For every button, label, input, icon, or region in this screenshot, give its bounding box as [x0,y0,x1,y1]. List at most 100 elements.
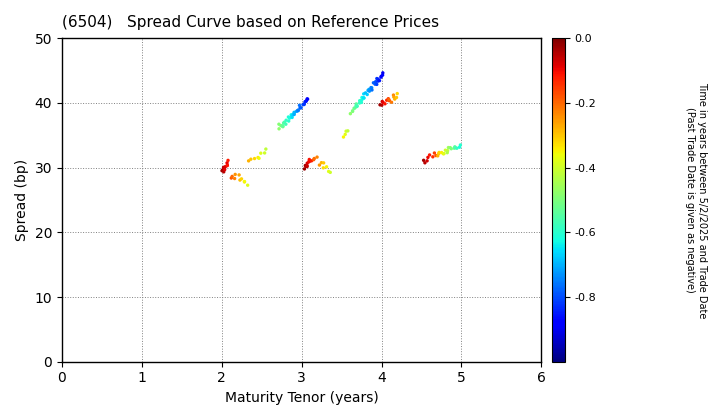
Point [376,73,387,80]
Point [347,108,359,115]
Point [243,158,254,164]
Point [278,120,289,126]
Point [389,96,400,102]
Point [219,166,230,173]
Point [302,160,313,166]
Point [361,91,373,98]
Point [273,121,284,128]
Point [433,150,444,157]
Point [424,152,436,158]
Point [377,72,388,79]
Point [430,152,441,159]
Point [383,96,395,103]
Point [284,115,295,121]
Point [233,171,245,178]
Point [287,114,298,121]
Point [449,144,461,150]
Point [449,144,461,151]
Point [377,69,389,76]
Point [438,150,450,157]
Point [292,107,304,114]
Point [216,167,228,174]
Point [369,81,381,87]
Point [382,95,394,102]
Point [300,97,312,104]
Point [225,175,237,181]
Point [289,111,300,118]
Point [252,154,264,161]
Point [218,168,230,175]
Point [292,108,303,114]
Point [371,75,382,82]
Point [419,160,431,166]
Point [351,102,362,109]
Point [299,101,310,108]
Point [339,131,351,138]
Point [348,105,360,112]
Point [349,105,361,111]
Point [260,146,271,152]
Point [387,92,399,98]
Point [432,152,444,159]
Point [302,163,313,170]
Point [280,117,292,123]
Point [245,156,256,163]
Point [299,165,310,172]
Point [229,175,240,182]
Point [289,109,300,116]
Point [342,128,354,134]
Point [239,178,251,185]
Point [374,102,386,108]
Point [341,128,352,134]
Point [347,108,359,114]
Point [364,87,375,94]
Point [362,87,374,94]
Point [286,113,297,120]
Point [438,150,449,157]
Point [388,94,400,100]
Point [234,177,246,184]
Point [300,163,312,170]
Point [381,97,392,104]
Point [449,145,460,152]
Point [220,163,231,170]
Point [441,150,453,156]
Point [321,163,333,170]
Point [298,101,310,108]
Point [259,150,271,156]
Point [277,123,289,129]
Point [384,97,395,104]
Point [226,173,238,180]
Point [239,178,251,185]
Point [428,150,440,156]
Point [356,94,368,101]
Point [370,79,382,85]
Point [308,155,320,162]
Point [304,156,315,163]
Point [218,164,230,171]
Point [292,107,304,113]
Point [356,97,367,103]
Point [300,162,311,169]
Point [364,86,375,93]
Point [275,122,287,129]
Point [351,103,363,110]
Point [451,145,463,152]
Point [351,100,362,107]
Point [377,98,388,105]
Point [372,76,384,82]
Point [360,89,372,96]
Point [338,134,349,140]
Point [302,96,313,102]
Point [375,74,387,81]
Point [306,158,318,164]
Point [294,105,306,111]
Point [454,142,466,148]
Point [300,98,311,105]
Point [443,144,454,151]
Point [318,165,329,171]
Point [358,94,369,101]
Point [323,168,334,175]
Point [277,123,289,130]
Y-axis label: Time in years between 5/2/2025 and Trade Date
(Past Trade Date is given as negat: Time in years between 5/2/2025 and Trade… [685,82,707,318]
